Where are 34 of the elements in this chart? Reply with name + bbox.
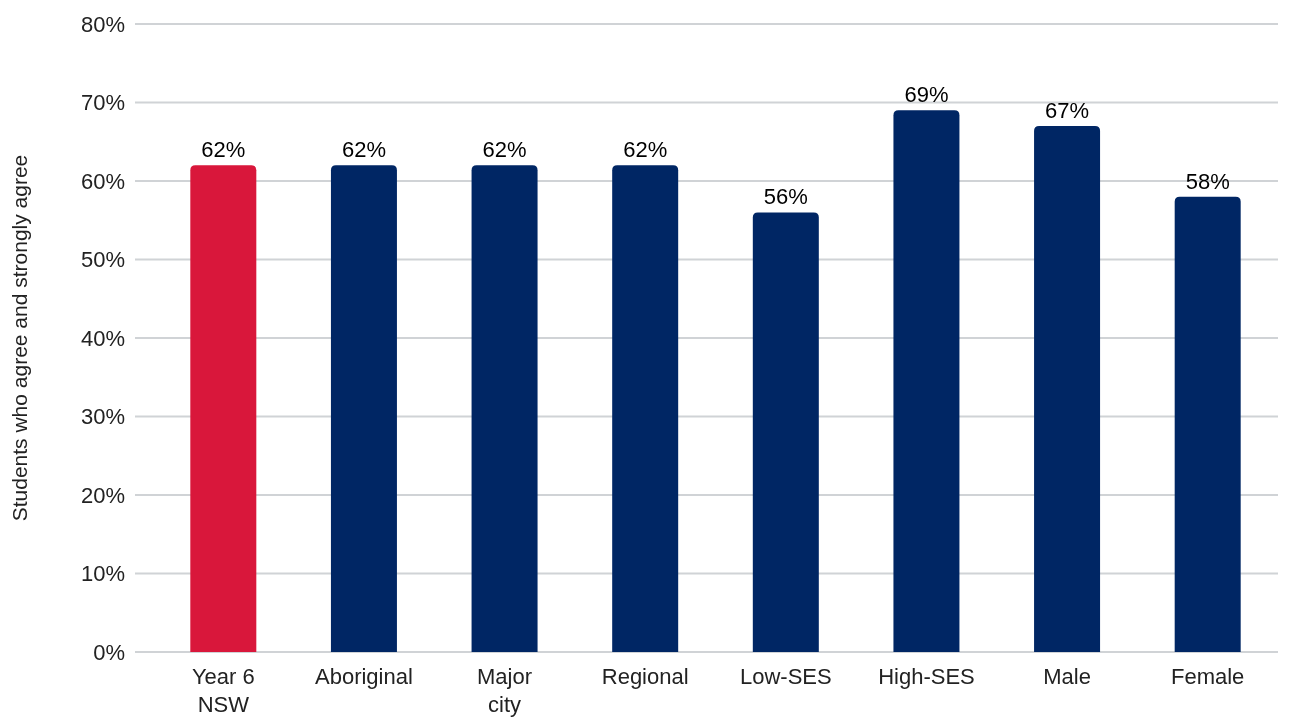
y-tick-label: 60% <box>80 168 125 194</box>
x-tick-label: Female <box>1171 664 1245 689</box>
bar <box>612 165 679 652</box>
y-tick-label: 50% <box>80 247 125 273</box>
y-axis-title: Students who agree and strongly agree <box>8 154 31 522</box>
data-label: 62% <box>341 137 386 163</box>
x-tick-label: Year 6 NSW <box>191 664 255 717</box>
y-tick-label: 0% <box>93 639 125 665</box>
bar <box>190 165 257 652</box>
bar <box>893 110 960 652</box>
bar <box>330 165 397 652</box>
x-tick-label: High-SES <box>878 664 975 689</box>
bar <box>752 212 819 652</box>
bar <box>471 165 538 652</box>
x-tick-label: Aboriginal <box>315 664 413 689</box>
data-label: 56% <box>763 184 808 210</box>
y-tick-label: 30% <box>80 404 125 430</box>
y-tick-label: 20% <box>80 482 125 508</box>
y-tick-label: 80% <box>80 11 125 37</box>
y-tick-label: 40% <box>80 325 125 351</box>
data-label: 69% <box>904 82 949 108</box>
data-label: 62% <box>623 137 668 163</box>
y-tick-label: 70% <box>80 90 125 116</box>
bar <box>1174 196 1241 652</box>
data-label: 62% <box>201 137 246 163</box>
bar <box>1034 126 1101 652</box>
x-tick-label: Male <box>1043 664 1091 689</box>
y-tick-label: 10% <box>80 561 125 587</box>
data-label: 67% <box>1045 98 1090 124</box>
x-tick-label: Low-SES <box>739 664 832 689</box>
data-label: 62% <box>482 137 527 163</box>
data-label: 58% <box>1185 168 1230 194</box>
x-tick-label: Major city <box>477 664 533 717</box>
x-tick-label: Regional <box>601 664 689 689</box>
